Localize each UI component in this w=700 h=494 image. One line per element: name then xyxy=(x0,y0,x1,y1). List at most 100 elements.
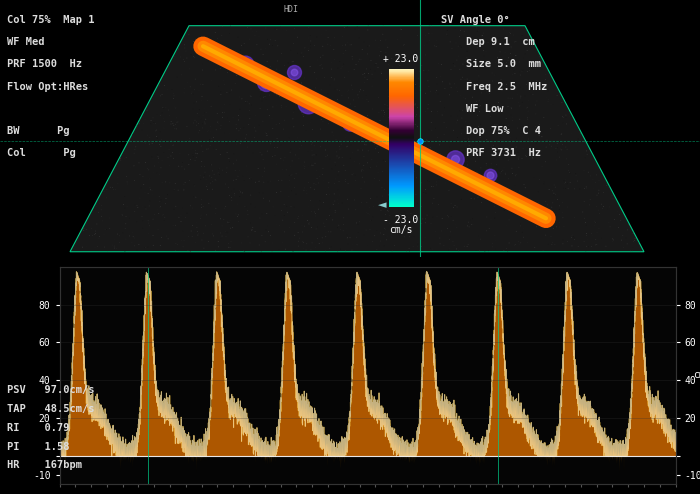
Point xyxy=(264,91,275,99)
Point xyxy=(162,191,173,199)
Text: Freq 2.5  MHz: Freq 2.5 MHz xyxy=(441,82,547,91)
Point xyxy=(628,228,639,236)
Point xyxy=(202,38,213,46)
Point xyxy=(449,62,461,70)
Point xyxy=(383,191,394,199)
Point xyxy=(185,83,196,91)
Point xyxy=(179,84,190,92)
Point xyxy=(460,95,471,103)
Point xyxy=(290,190,302,198)
Point xyxy=(131,122,142,129)
Point xyxy=(238,124,249,132)
Point xyxy=(330,175,341,183)
Point xyxy=(278,125,289,133)
Point xyxy=(544,206,555,214)
Point xyxy=(309,69,321,77)
Point xyxy=(414,86,426,94)
Point xyxy=(244,112,256,120)
Point xyxy=(199,138,210,146)
Point xyxy=(195,80,206,88)
Point xyxy=(410,141,421,149)
Point xyxy=(349,25,360,33)
Point xyxy=(367,44,378,52)
Point xyxy=(414,182,426,190)
Point xyxy=(148,120,159,127)
Point xyxy=(377,113,388,121)
Point xyxy=(414,67,426,75)
Point xyxy=(523,135,534,143)
Point xyxy=(536,133,547,141)
Point xyxy=(155,112,166,120)
Point xyxy=(438,130,449,138)
Point xyxy=(149,211,160,219)
Point xyxy=(565,167,576,175)
Point xyxy=(484,224,495,232)
Point xyxy=(346,41,357,49)
Text: PSV   97.0cm/s: PSV 97.0cm/s xyxy=(7,385,94,395)
Point xyxy=(330,116,342,124)
Point xyxy=(261,132,272,140)
Point xyxy=(181,54,193,62)
Point xyxy=(244,239,256,247)
Point xyxy=(572,177,583,185)
Point xyxy=(155,128,166,136)
Point xyxy=(234,186,245,194)
Point xyxy=(213,119,224,127)
Point xyxy=(157,157,168,165)
Point xyxy=(533,121,545,128)
Point xyxy=(496,62,507,70)
Point xyxy=(483,168,494,176)
Point xyxy=(267,247,278,255)
Point xyxy=(214,170,225,178)
Point xyxy=(510,69,521,77)
Point xyxy=(234,105,246,113)
Point xyxy=(379,110,390,118)
Point xyxy=(331,108,342,116)
Point xyxy=(284,67,295,75)
Point xyxy=(139,203,150,211)
Point xyxy=(301,240,312,247)
Point xyxy=(364,55,375,63)
Point xyxy=(517,133,528,141)
Point xyxy=(270,98,281,106)
Point xyxy=(445,212,456,220)
Point xyxy=(233,217,244,225)
Point xyxy=(128,162,139,170)
Point xyxy=(343,86,354,94)
Point xyxy=(143,219,154,227)
Point xyxy=(546,241,557,248)
Point xyxy=(490,173,501,181)
Point xyxy=(104,225,116,233)
Point xyxy=(606,191,617,199)
Point xyxy=(189,86,200,94)
Point xyxy=(402,72,413,80)
Point xyxy=(420,32,431,40)
Point xyxy=(470,157,481,165)
Point xyxy=(449,80,461,88)
Point xyxy=(467,40,478,48)
Text: PRF 3731  Hz: PRF 3731 Hz xyxy=(441,148,541,158)
Point xyxy=(244,63,256,71)
Point xyxy=(137,217,148,225)
Point xyxy=(335,140,346,148)
Point xyxy=(365,195,376,203)
Point xyxy=(218,53,229,61)
Point xyxy=(522,114,533,122)
Point xyxy=(232,49,243,57)
Point xyxy=(364,148,375,156)
Point xyxy=(472,27,483,35)
Point xyxy=(386,55,398,63)
Point xyxy=(200,109,211,117)
Point xyxy=(316,86,327,94)
Point xyxy=(547,187,558,195)
Point xyxy=(376,70,387,78)
Point xyxy=(158,210,169,218)
Point xyxy=(237,172,248,180)
Point xyxy=(601,182,612,190)
Point xyxy=(293,242,304,250)
Point xyxy=(114,232,125,240)
Point xyxy=(213,82,224,90)
Point xyxy=(477,132,489,140)
Point xyxy=(424,83,435,91)
Point xyxy=(259,63,270,71)
